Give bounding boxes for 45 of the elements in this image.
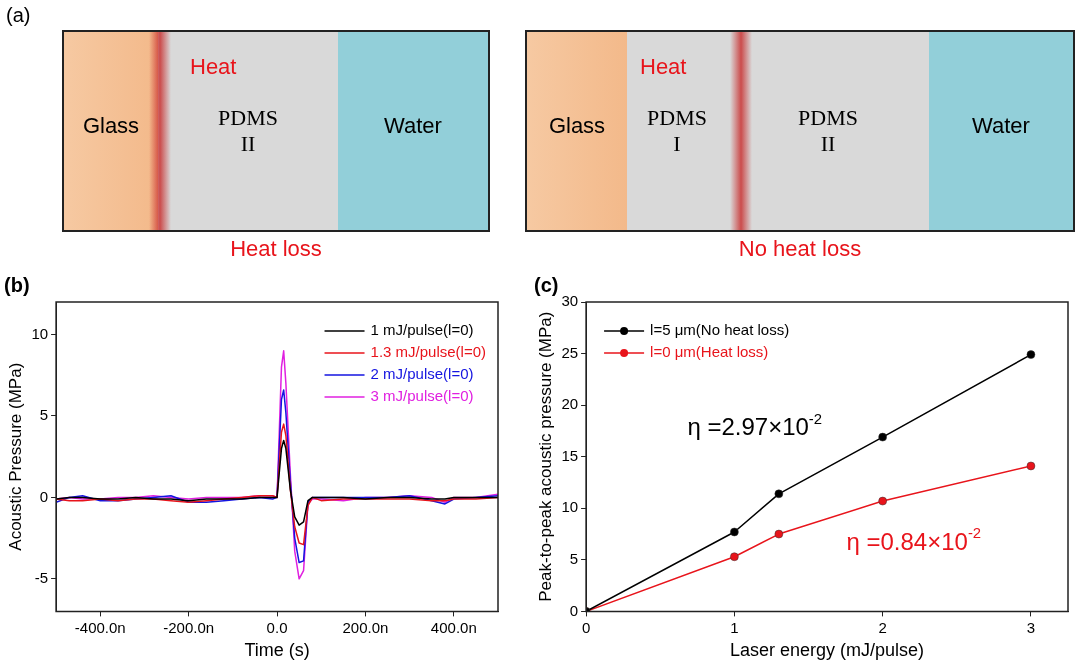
x-tick-label: 200.0n xyxy=(342,618,389,636)
point xyxy=(878,496,887,506)
y-tick-label: 30 xyxy=(561,292,579,310)
y-tick-label: -5 xyxy=(34,568,49,586)
text: Heat xyxy=(640,54,687,80)
y-tick-label: 0 xyxy=(569,601,579,619)
x-tick-label: -400.0n xyxy=(74,618,126,636)
point xyxy=(878,432,887,442)
y-axis-title: Peak-to-peak acoustic pressure (MPa) xyxy=(535,311,555,602)
point xyxy=(774,489,784,499)
chart-title: (b) xyxy=(4,273,30,296)
y-tick-label: 10 xyxy=(561,498,579,516)
x-tick-label: 0 xyxy=(581,618,591,636)
legend-label: 3 mJ/pulse(l=0) xyxy=(370,387,474,405)
x-axis-title: Laser energy (mJ/pulse) xyxy=(730,640,925,661)
point xyxy=(1026,350,1036,359)
y-tick-label: 5 xyxy=(569,549,579,567)
y-tick-label: 10 xyxy=(31,324,49,342)
y-tick-label: 0 xyxy=(39,487,49,505)
point xyxy=(1026,461,1036,471)
legend-label: l=5 μm(No heat loss) xyxy=(650,321,790,339)
legend-label: 1.3 mJ/pulse(l=0) xyxy=(370,343,486,361)
text: No heat loss xyxy=(738,236,862,262)
legend-label: 1 mJ/pulse(l=0) xyxy=(370,321,474,339)
chart-title: (c) xyxy=(534,273,559,296)
legend-label: l=0 μm(Heat loss) xyxy=(650,343,769,361)
y-tick-label: 5 xyxy=(39,406,49,424)
y-axis-title: Acoustic Pressure (MPa) xyxy=(5,362,25,551)
y-tick-label: 25 xyxy=(561,343,579,361)
x-tick-label: 0.0 xyxy=(266,618,288,636)
point xyxy=(730,527,739,537)
x-tick-label: 400.0n xyxy=(430,618,477,636)
x-tick-label: 3 xyxy=(1026,618,1036,636)
x-axis-title: Time (s) xyxy=(244,640,310,661)
text: (a) xyxy=(6,4,31,27)
point xyxy=(730,552,739,561)
x-tick-label: -200.0n xyxy=(163,618,215,636)
x-tick-label: 1 xyxy=(730,618,739,636)
legend-label: 2 mJ/pulse(l=0) xyxy=(370,365,474,383)
y-tick-label: 15 xyxy=(561,446,579,464)
y-tick-label: 20 xyxy=(561,395,579,413)
text: Heat loss xyxy=(230,236,322,262)
x-tick-label: 2 xyxy=(878,618,887,636)
point xyxy=(774,529,784,539)
text: Heat xyxy=(190,54,237,80)
